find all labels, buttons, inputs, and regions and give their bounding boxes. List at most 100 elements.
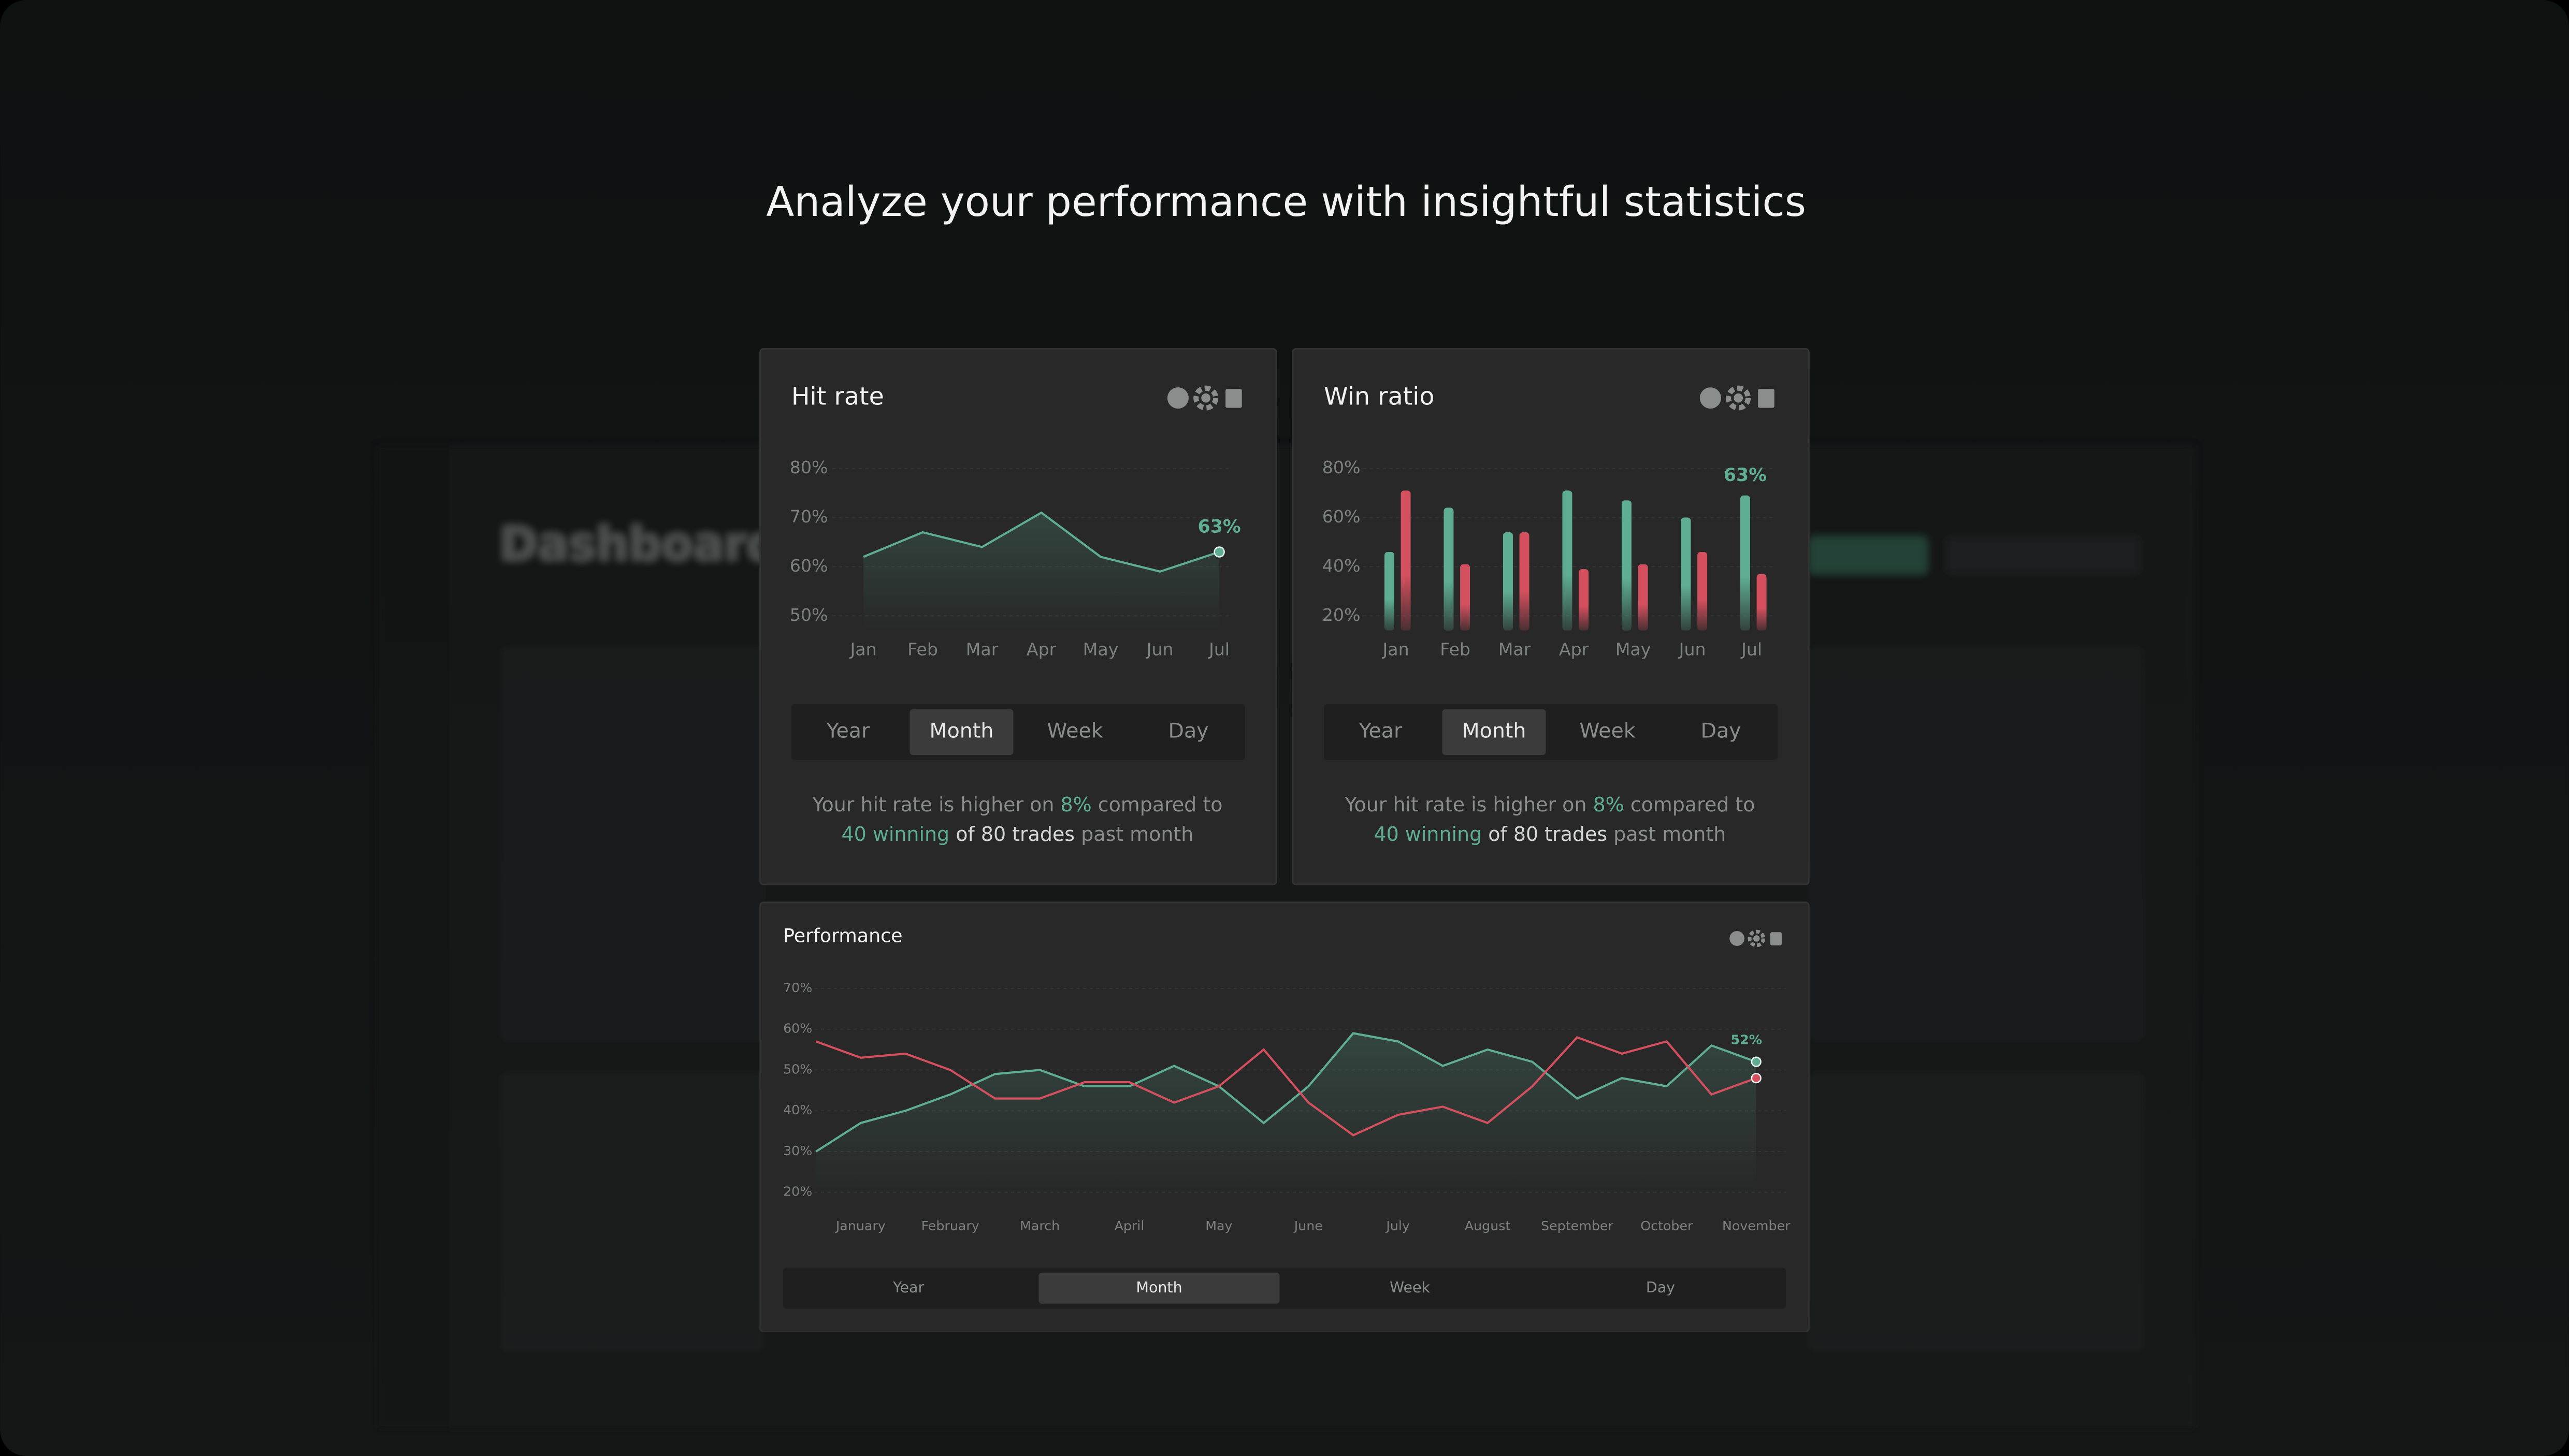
summary-part: past month (1081, 823, 1193, 846)
y-tick-label: 40% (1322, 556, 1361, 576)
area (863, 513, 1220, 631)
x-tick-label: Apr (1559, 639, 1589, 659)
line (863, 511, 1220, 573)
summary-part: 40 winning (1374, 823, 1482, 846)
tab-label: Day (1168, 719, 1209, 742)
cards: Hit rate 50% 60% 70% 80% Jan Feb Mar Apr May Jun Ju… (759, 348, 1810, 1333)
tab-label: Week (1390, 1279, 1430, 1296)
tab-bar (791, 704, 1246, 760)
widget-card: Win ratio 20% 40% 60% 80% Jan Feb Mar Apr May Jun J… (1292, 348, 1810, 885)
value-label: 52% (1730, 1032, 1762, 1047)
line (815, 1036, 1757, 1137)
summary-part: compared to (1630, 793, 1755, 816)
tab[interactable]: Day (1701, 719, 1741, 742)
summary-part: Your hit rate is higher on (1344, 793, 1586, 816)
bg-panel (501, 647, 764, 1040)
y-tick-label: 40% (783, 1102, 812, 1117)
tab[interactable]: Month (1442, 709, 1546, 755)
summary-line: Your hit rate is higher on 8% compared t… (1344, 793, 1755, 816)
bar (1384, 551, 1394, 631)
card-title: Win ratio (1324, 383, 1435, 411)
x-tick-label: April (1115, 1218, 1145, 1233)
info-icon (1729, 931, 1745, 946)
tab-label: Year (1359, 719, 1403, 742)
tab-label: Year (826, 719, 870, 742)
x-tick-label: Mar (1498, 639, 1531, 659)
settings-icon (1726, 385, 1751, 411)
x-tick-label: August (1465, 1218, 1511, 1233)
bar (1697, 551, 1708, 631)
y-tick-label: 20% (783, 1184, 812, 1199)
bg-panel (1809, 647, 2143, 1040)
tab[interactable]: Year (892, 1279, 925, 1296)
x-tick-label: May (1615, 639, 1651, 659)
x-tick-label: Jan (849, 639, 876, 659)
tab-bar (783, 1268, 1786, 1309)
x-tick-label: Jun (1678, 639, 1706, 659)
value-label: 63% (1197, 517, 1240, 537)
card-title: Performance (783, 924, 902, 947)
tab[interactable]: Year (826, 719, 870, 742)
info-icon (1167, 387, 1189, 409)
x-tick-label: Mar (966, 639, 999, 659)
x-tick-label: January (835, 1218, 886, 1233)
bar (1444, 507, 1454, 631)
y-tick-label: 70% (790, 506, 828, 527)
bar (1756, 574, 1767, 631)
tab[interactable]: Day (1646, 1279, 1675, 1296)
widget-card: Hit rate 50% 60% 70% 80% Jan Feb Mar Apr May Jun Ju… (759, 348, 1277, 885)
y-tick-label: 50% (783, 1061, 812, 1076)
bg-panel (1809, 1072, 2143, 1351)
summary-part: compared to (1098, 793, 1223, 816)
tab-label: Month (930, 719, 994, 742)
tab[interactable]: Month (910, 709, 1014, 755)
bg-button (1809, 537, 1927, 574)
tab-active-bg (910, 709, 1014, 755)
tab-label: Day (1646, 1279, 1675, 1296)
x-tick-label: Apr (1027, 639, 1057, 659)
bar (1681, 517, 1691, 631)
summary-part: 8% (1593, 793, 1624, 816)
y-tick-label: 60% (1322, 506, 1361, 527)
x-tick-label: February (921, 1218, 979, 1233)
x-tick-label: June (1293, 1218, 1323, 1233)
tab[interactable]: Week (1390, 1279, 1430, 1296)
tab-label: Month (1462, 719, 1526, 742)
bg-sidebar (377, 445, 449, 1429)
x-tick-label: Jan (1381, 639, 1409, 659)
bar (1519, 532, 1529, 631)
summary-part: past month (1613, 823, 1726, 846)
x-tick-label: May (1083, 639, 1119, 659)
end-point (1751, 1073, 1762, 1084)
tab-label: Week (1579, 719, 1635, 742)
end-point (1214, 546, 1225, 558)
summary-line: 40 winning of 80 trades past month (1374, 823, 1726, 846)
tab[interactable]: Week (1579, 719, 1635, 742)
bg-panel (501, 1072, 764, 1351)
x-tick-label: July (1385, 1218, 1410, 1233)
x-tick-label: May (1205, 1218, 1232, 1233)
x-tick-label: Feb (1440, 639, 1470, 659)
settings-icon (1193, 385, 1219, 411)
settings-icon-hub (1753, 935, 1760, 942)
summary-part: 8% (1060, 793, 1091, 816)
summary-line: Your hit rate is higher on 8% compared t… (812, 793, 1222, 816)
settings-icon-hub (1201, 393, 1211, 403)
bg-title: Dashboard (500, 517, 780, 571)
widget-card: Performance 20% 30% 40% 50% 60% 70% January Febr… (759, 901, 1810, 1333)
bar (1638, 564, 1648, 631)
tab[interactable]: Week (1047, 719, 1103, 742)
card-title: Hit rate (791, 383, 884, 411)
end-point (1751, 1056, 1762, 1067)
tab[interactable]: Year (1359, 719, 1403, 742)
tab[interactable]: Day (1168, 719, 1209, 742)
tab-label: Year (892, 1279, 925, 1296)
bar (1621, 500, 1632, 631)
tab-label: Month (1136, 1279, 1182, 1296)
tab-active-bg (1038, 1272, 1280, 1304)
y-tick-label: 70% (783, 980, 812, 995)
tab[interactable]: Month (1038, 1272, 1280, 1304)
area (816, 1033, 1756, 1192)
tab-label: Week (1047, 719, 1103, 742)
